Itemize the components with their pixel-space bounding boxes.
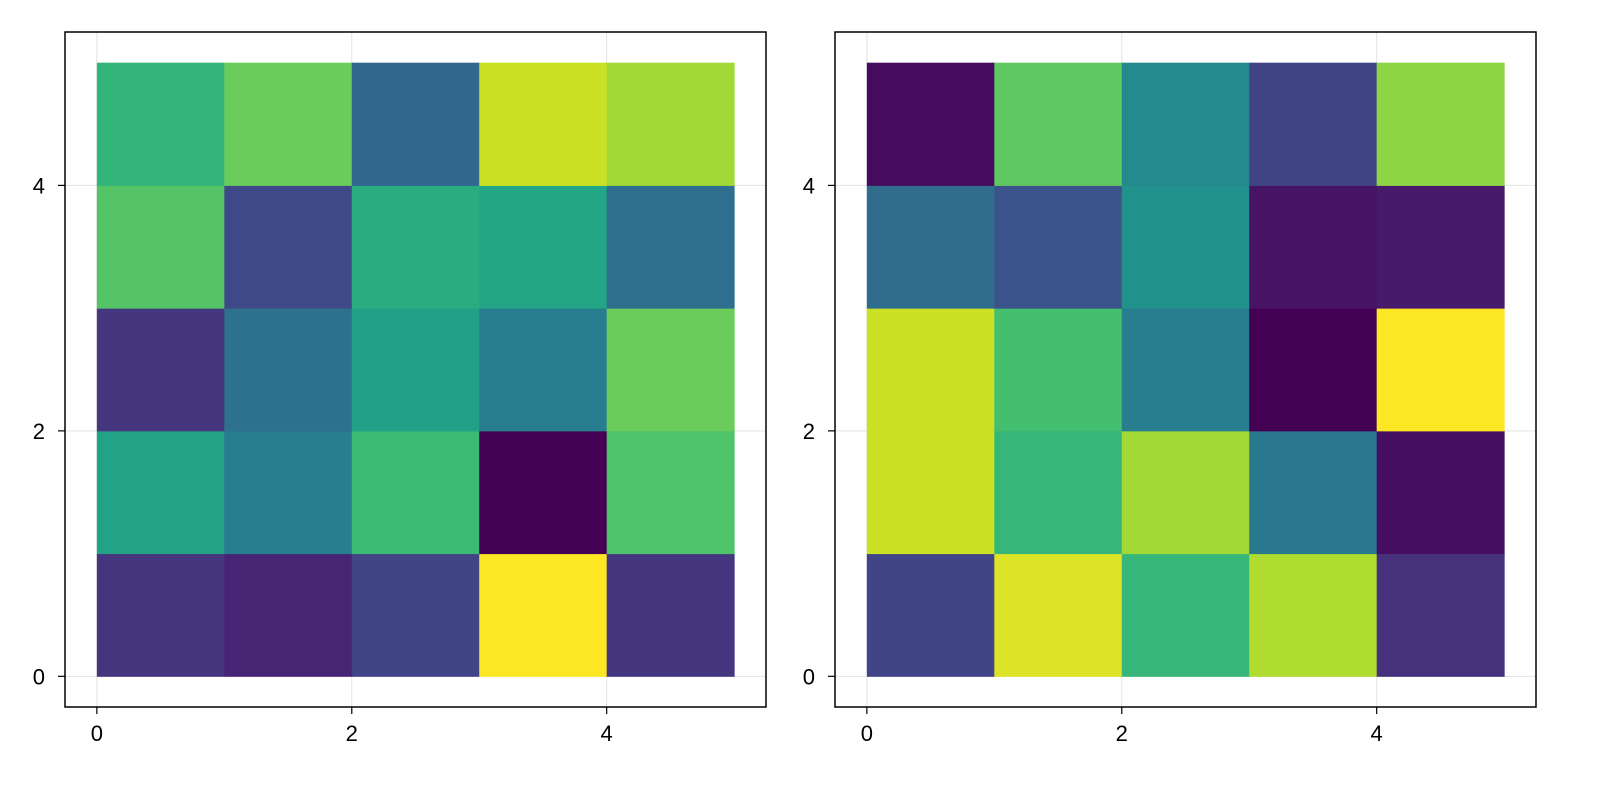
heatmap-cell-r0-c3 [1249, 553, 1378, 677]
y-tick-label: 4 [33, 173, 45, 198]
heatmap-cell-r3-c0 [866, 185, 995, 309]
heatmap-cells [96, 62, 735, 677]
heatmap-cell-r2-c2 [351, 308, 480, 432]
heatmap-cell-r3-c3 [479, 185, 608, 309]
heatmap-cell-r4-c0 [96, 62, 225, 186]
x-axis: 0 2 4 [861, 707, 1383, 746]
heatmap-cell-r2-c0 [866, 308, 995, 432]
heatmap-cell-r0-c0 [866, 553, 995, 677]
heatmap-cell-r0-c4 [606, 553, 735, 677]
x-tick-label: 2 [1116, 721, 1128, 746]
heatmap-cell-r4-c1 [994, 62, 1123, 186]
heatmap-cell-r1-c1 [224, 430, 353, 555]
heatmap-cell-r2-c2 [1121, 308, 1250, 432]
axes-frame [834, 31, 1537, 708]
axes-frame [64, 31, 767, 708]
heatmap-cell-r3-c4 [606, 185, 735, 309]
heatmap-cell-r4-c1 [224, 62, 353, 186]
heatmap-cell-r3-c3 [1249, 185, 1378, 309]
heatmap-cell-r3-c2 [1121, 185, 1250, 309]
y-axis: 0 2 4 [803, 173, 835, 689]
heatmap-cell-r1-c2 [351, 430, 480, 555]
heatmap-cell-r2-c4 [1376, 308, 1505, 432]
heatmap-cell-r2-c0 [96, 308, 225, 432]
heatmap-cell-r4-c2 [1121, 62, 1250, 186]
heatmap-cell-r3-c0 [96, 185, 225, 309]
heatmap-cell-r4-c4 [606, 62, 735, 186]
heatmap-cell-r0-c3 [479, 553, 608, 677]
heatmap-cell-r4-c4 [1376, 62, 1505, 186]
heatmap-cell-r1-c0 [866, 430, 995, 555]
heatmap-cell-r2-c3 [479, 308, 608, 432]
heatmap-cell-r2-c1 [224, 308, 353, 432]
heatmap-cell-r3-c4 [1376, 185, 1505, 309]
heatmap-cell-r3-c1 [994, 185, 1123, 309]
heatmap-cell-r1-c0 [96, 430, 225, 555]
heatmap-cell-r1-c1 [994, 430, 1123, 555]
heatmap-cell-r1-c4 [1376, 430, 1505, 555]
y-tick-label: 0 [33, 664, 45, 689]
x-axis: 0 2 4 [91, 707, 613, 746]
heatmap-cell-r1-c4 [606, 430, 735, 555]
heatmap-panel-left: 0 2 4 0 2 4 [33, 31, 767, 746]
y-tick-label: 2 [33, 419, 45, 444]
y-axis: 0 2 4 [33, 173, 65, 689]
heatmap-cell-r0-c4 [1376, 553, 1505, 677]
heatmap-cell-r0-c1 [994, 553, 1123, 677]
heatmap-cells [866, 62, 1505, 677]
y-tick-label: 0 [803, 664, 815, 689]
heatmap-cell-r2-c3 [1249, 308, 1378, 432]
heatmap-panel-right: 0 2 4 0 2 4 [803, 31, 1537, 746]
heatmap-cell-r0-c2 [351, 553, 480, 677]
heatmap-cell-r0-c2 [1121, 553, 1250, 677]
heatmap-cell-r2-c4 [606, 308, 735, 432]
x-tick-label: 0 [91, 721, 103, 746]
x-tick-label: 4 [601, 721, 613, 746]
heatmap-cell-r3-c2 [351, 185, 480, 309]
heatmap-cell-r0-c0 [96, 553, 225, 677]
heatmap-cell-r2-c1 [994, 308, 1123, 432]
heatmap-cell-r4-c0 [866, 62, 995, 186]
heatmap-cell-r0-c1 [224, 553, 353, 677]
x-tick-label: 0 [861, 721, 873, 746]
heatmap-cell-r1-c3 [1249, 430, 1378, 555]
heatmap-cell-r1-c3 [479, 430, 608, 555]
y-tick-label: 4 [803, 173, 815, 198]
heatmap-cell-r4-c2 [351, 62, 480, 186]
heatmap-cell-r1-c2 [1121, 430, 1250, 555]
heatmap-cell-r4-c3 [1249, 62, 1378, 186]
heatmap-cell-r3-c1 [224, 185, 353, 309]
heatmap-cell-r4-c3 [479, 62, 608, 186]
y-tick-label: 2 [803, 419, 815, 444]
x-tick-label: 2 [346, 721, 358, 746]
x-tick-label: 4 [1371, 721, 1383, 746]
